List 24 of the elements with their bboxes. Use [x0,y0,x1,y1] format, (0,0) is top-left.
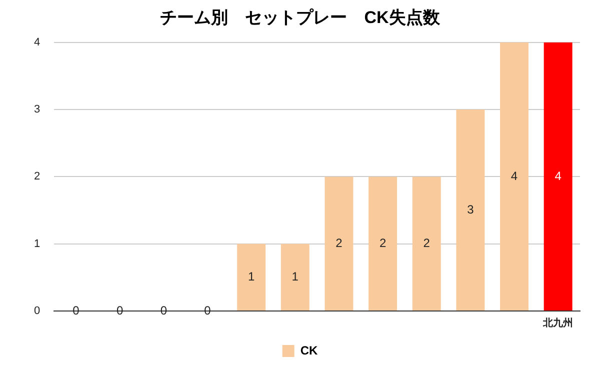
data-label: 2 [379,236,386,250]
y-tick-label: 2 [34,170,40,183]
y-tick-label: 3 [34,104,40,116]
y-tick-label: 0 [34,305,40,318]
y-tick-label: 1 [34,238,40,250]
y-tick-label: 4 [34,36,40,48]
data-label: 3 [467,202,474,216]
data-label: 1 [292,269,299,284]
bar [412,176,441,310]
bar [368,176,398,310]
x-tick-label: 北九州 [542,316,574,329]
bar [280,244,310,310]
bar [500,42,529,310]
bar [544,42,572,310]
bar [324,176,354,310]
bar [237,244,266,310]
chart-title: チーム別 セットプレー CK失点数 [160,8,441,27]
data-label: 2 [423,236,430,250]
data-label: 1 [248,269,255,284]
bar [456,110,485,310]
data-label: 4 [554,168,562,183]
legend-label: CK [300,343,318,358]
data-label: 4 [510,168,518,183]
data-label: 2 [336,236,343,250]
